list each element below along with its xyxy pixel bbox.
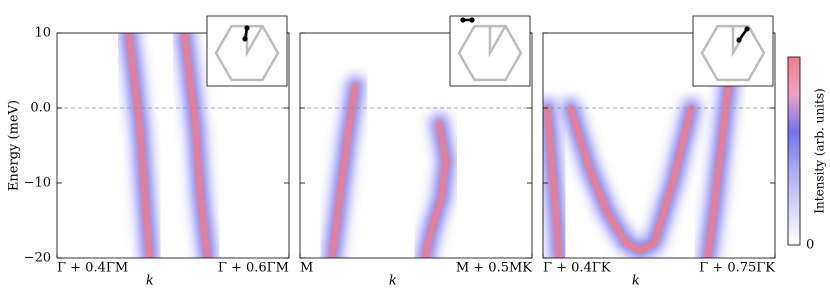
y-tick-label: −10 — [24, 176, 51, 191]
inset-point — [736, 37, 742, 43]
x-tick-label: M — [300, 261, 313, 276]
panel-frame — [542, 32, 776, 259]
x-tick-label: Γ + 0.6ΓM — [218, 261, 289, 276]
x-tick-label: Γ + 0.4ΓM — [57, 261, 128, 276]
colorbar-fill — [787, 56, 801, 246]
inset-wedge — [245, 25, 264, 58]
plot-area — [319, 72, 460, 258]
inset — [692, 15, 774, 87]
inset-point — [244, 25, 250, 31]
inset-point — [242, 36, 248, 42]
inset-hexagon — [457, 24, 523, 82]
inset-point — [744, 26, 750, 32]
x-axis-label: k — [146, 274, 154, 289]
band-core — [125, 33, 153, 258]
y-tick-label: 0.0 — [30, 101, 51, 116]
inset-hexagon — [700, 24, 766, 82]
x-axis-label: k — [389, 274, 397, 289]
x-tick-label: Γ + 0.4ΓK — [543, 261, 611, 276]
inset — [449, 15, 531, 87]
x-tick-label: M + 0.5MK — [456, 261, 532, 276]
y-axis-label: Energy (meV) — [7, 100, 22, 191]
y-tick-label: 10 — [34, 26, 51, 41]
colorbar: 0 Intensity (arb. units) — [787, 56, 827, 253]
colorbar-tick-label: 0 — [806, 238, 814, 253]
x-axis-label: k — [632, 274, 640, 289]
inset — [206, 15, 288, 87]
colorbar-label: Intensity (arb. units) — [813, 88, 827, 213]
inset-hexagon — [214, 24, 280, 82]
band-core — [567, 105, 695, 254]
band-core — [422, 120, 450, 258]
inset-wedge — [488, 25, 507, 58]
inset-point — [469, 17, 475, 23]
plot-area — [115, 33, 221, 258]
panel-frame — [56, 32, 290, 259]
band-core — [329, 82, 359, 258]
x-tick-label: Γ + 0.75ΓK — [699, 261, 775, 276]
band-core — [181, 33, 211, 258]
y-tick-label: −20 — [24, 251, 51, 266]
panel-frame — [299, 32, 533, 259]
inset-point — [460, 17, 466, 23]
band-core — [544, 105, 563, 258]
